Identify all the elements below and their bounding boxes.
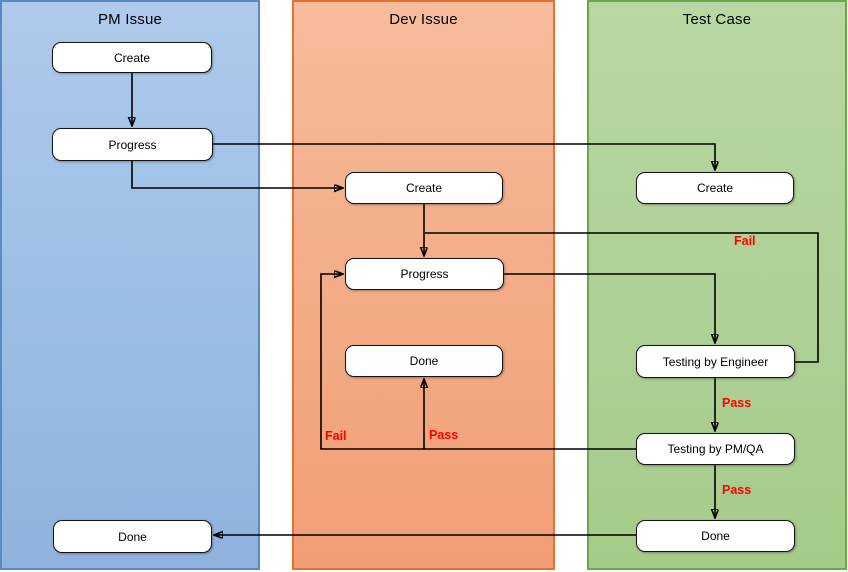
node-tc-testing-engineer: Testing by Engineer xyxy=(636,345,795,378)
node-tc-create: Create xyxy=(636,172,794,204)
edge-label-pass-to-dev-done: Pass xyxy=(429,428,459,442)
node-pm-done: Done xyxy=(53,520,212,553)
lane-test-case: Test Case xyxy=(587,0,847,570)
lane-title-pm-issue: PM Issue xyxy=(97,11,163,28)
edge-label-fail-engineer-loop: Fail xyxy=(734,234,756,248)
node-pm-create: Create xyxy=(52,42,212,73)
node-dev-done: Done xyxy=(345,345,503,377)
lane-title-dev-issue: Dev Issue xyxy=(389,11,458,28)
node-pm-progress: Progress xyxy=(52,128,213,161)
node-dev-create: Create xyxy=(345,172,503,204)
lane-pm-issue: PM Issue xyxy=(0,0,260,570)
lane-title-test-case: Test Case xyxy=(682,11,752,28)
node-dev-progress: Progress xyxy=(345,258,504,290)
node-tc-done: Done xyxy=(636,520,795,552)
node-tc-testing-pmqa: Testing by PM/QA xyxy=(636,433,795,465)
edge-label-pass-pmqa-to-done: Pass xyxy=(722,483,752,497)
edge-label-pass-engineer-to-pmqa: Pass xyxy=(722,396,752,410)
edge-label-fail-to-dev-progress: Fail xyxy=(325,429,347,443)
